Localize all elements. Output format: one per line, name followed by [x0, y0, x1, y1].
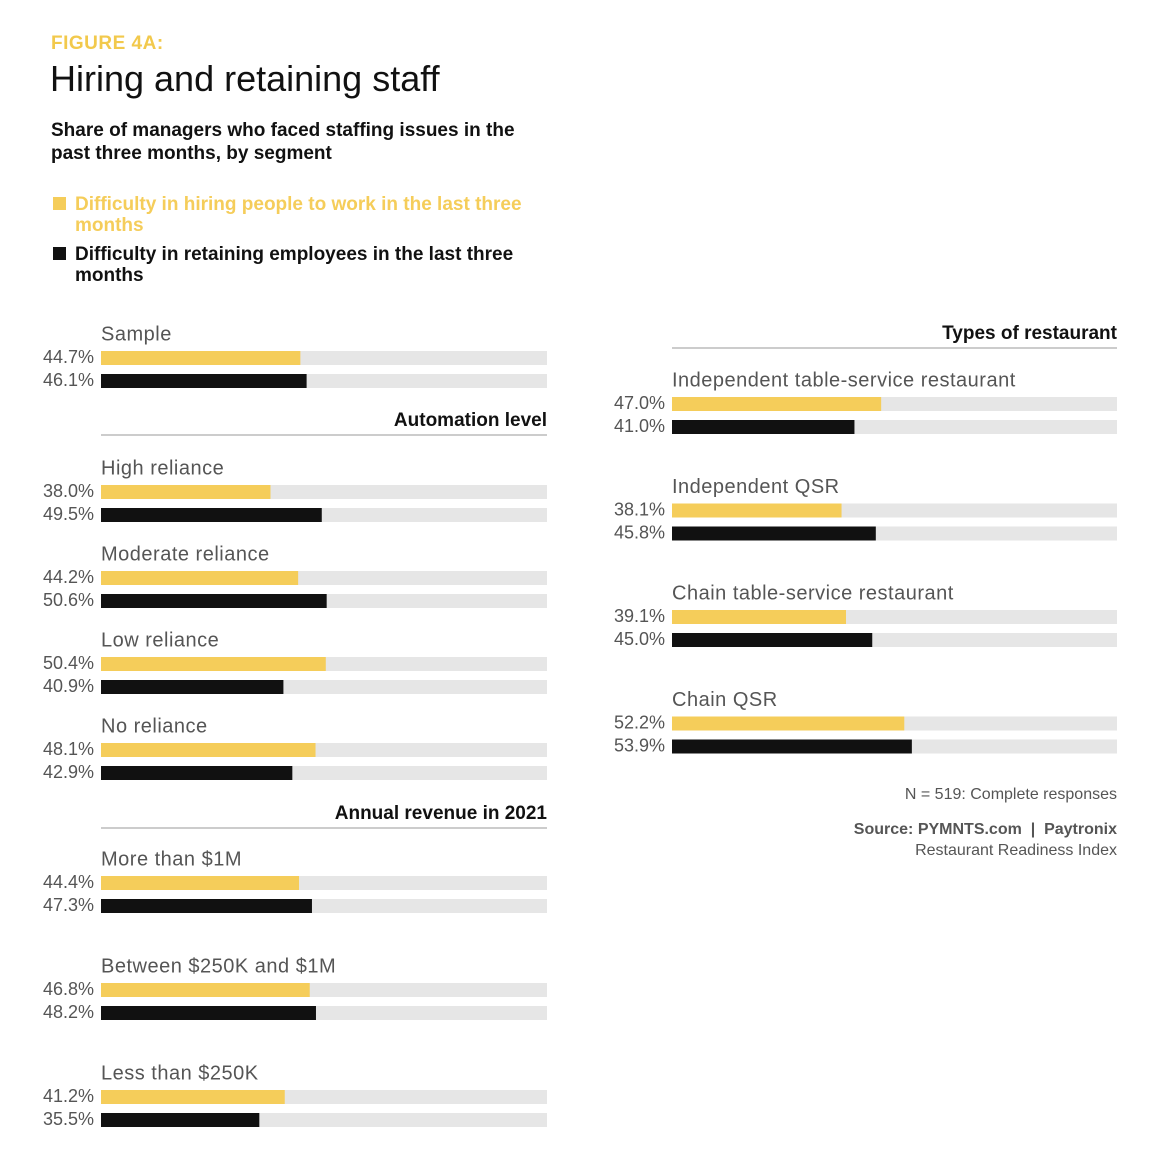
- bar: [101, 351, 301, 365]
- title: Hiring and retaining staff: [50, 58, 440, 99]
- category-label: Between $250K and $1M: [101, 955, 336, 977]
- bar: [672, 633, 873, 647]
- bar: [672, 526, 876, 541]
- category-label: High reliance: [101, 457, 224, 479]
- source-detail: Restaurant Readiness Index: [915, 842, 1117, 859]
- bar: [101, 766, 293, 780]
- section-title: Annual revenue in 2021: [335, 803, 548, 824]
- bar: [101, 571, 299, 585]
- value-label: 45.0%: [614, 629, 665, 649]
- source: Source: PYMNTS.com | Paytronix: [853, 821, 1117, 838]
- value-label: 38.0%: [43, 481, 94, 501]
- value-label: 48.2%: [43, 1002, 94, 1022]
- value-label: 47.0%: [614, 393, 665, 413]
- legend-label: Difficulty in retaining employees in the…: [75, 244, 514, 286]
- bar: [101, 743, 316, 757]
- value-label: 53.9%: [614, 735, 665, 755]
- value-label: 44.4%: [43, 872, 94, 892]
- bar: [672, 397, 882, 411]
- bar: [101, 594, 327, 608]
- bar: [672, 739, 912, 754]
- value-label: 41.2%: [43, 1086, 94, 1106]
- bar: [101, 1090, 285, 1104]
- category-label: Moderate reliance: [101, 543, 270, 565]
- bar: [672, 420, 855, 434]
- legend-item: Difficulty in hiring people to work in t…: [51, 194, 541, 236]
- value-label: 40.9%: [43, 676, 94, 696]
- value-label: 35.5%: [43, 1109, 94, 1129]
- value-label: 50.6%: [43, 590, 94, 610]
- bar: [101, 983, 310, 997]
- value-label: 48.1%: [43, 739, 94, 759]
- value-label: 44.7%: [43, 347, 94, 367]
- bar: [672, 610, 846, 624]
- legend-swatch: [53, 197, 66, 210]
- value-label: 44.2%: [43, 567, 94, 587]
- category-label: Less than $250K: [101, 1062, 259, 1084]
- bar: [101, 899, 312, 913]
- category-label: Chain QSR: [672, 689, 778, 711]
- value-label: 41.0%: [614, 416, 665, 436]
- value-label: 46.1%: [43, 370, 94, 390]
- value-label: 47.3%: [43, 895, 94, 915]
- bar: [101, 1006, 316, 1020]
- bar: [101, 876, 300, 890]
- value-label: 50.4%: [43, 653, 94, 673]
- legend-swatch: [53, 247, 66, 260]
- value-label: 45.8%: [614, 522, 665, 542]
- bar: [101, 508, 322, 522]
- bar: [101, 657, 326, 671]
- value-label: 39.1%: [614, 606, 665, 626]
- value-label: 52.2%: [614, 712, 665, 732]
- value-label: 46.8%: [43, 979, 94, 999]
- section-title: Types of restaurant: [942, 323, 1118, 344]
- value-label: 38.1%: [614, 499, 665, 519]
- bar: [672, 503, 842, 518]
- category-label: Independent table-service restaurant: [672, 369, 1016, 391]
- bar: [101, 1113, 260, 1127]
- kicker: FIGURE 4A:: [51, 33, 164, 54]
- bar: [101, 485, 271, 499]
- bar: [101, 374, 307, 388]
- category-label: Independent QSR: [672, 476, 840, 498]
- legend-label: Difficulty in hiring people to work in t…: [75, 194, 522, 236]
- category-label: Sample: [101, 323, 172, 345]
- subtitle: Share of managers who faced staffing iss…: [51, 120, 515, 164]
- section-title: Automation level: [394, 410, 547, 431]
- value-label: 42.9%: [43, 762, 94, 782]
- legend-item: Difficulty in retaining employees in the…: [51, 244, 541, 286]
- category-label: No reliance: [101, 715, 208, 737]
- value-label: 49.5%: [43, 504, 94, 524]
- bar: [672, 716, 905, 731]
- bar: [101, 680, 284, 694]
- note: N = 519: Complete responses: [904, 786, 1117, 803]
- category-label: Low reliance: [101, 629, 219, 651]
- category-label: More than $1M: [101, 848, 242, 870]
- category-label: Chain table-service restaurant: [672, 582, 954, 604]
